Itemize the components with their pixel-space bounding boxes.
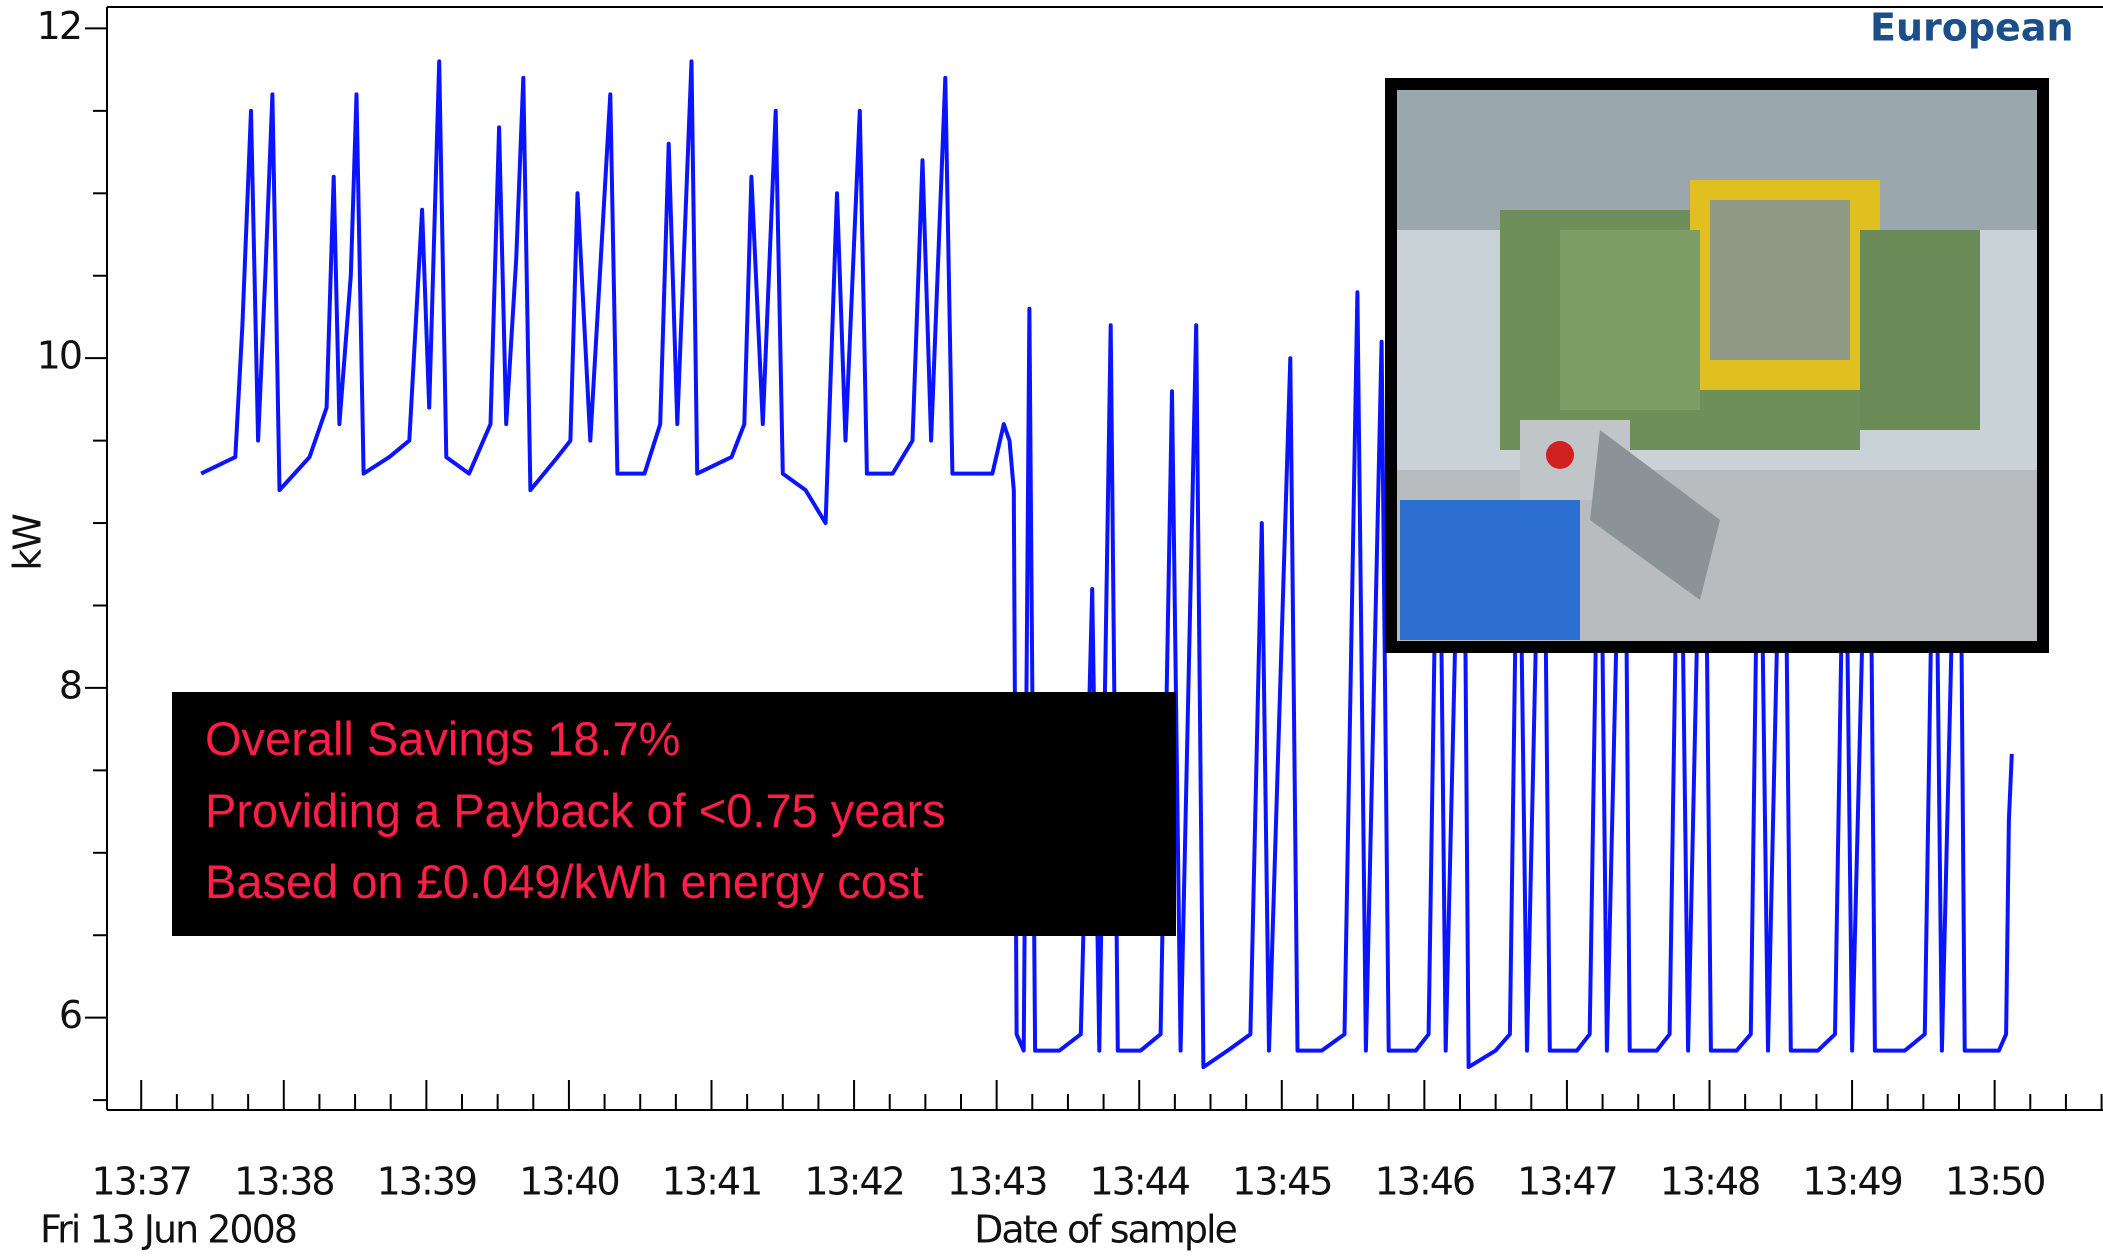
overlay: Overall Savings 18.7% Providing a Paybac… [6, 6, 2074, 1252]
x-tick-label: 13:42 [804, 1160, 904, 1204]
photo-machine-panel [1560, 230, 1700, 410]
x-tick-label: 13:39 [377, 1160, 477, 1204]
y-tick-label: 6 [59, 993, 81, 1037]
annotation-box: Overall Savings 18.7% Providing a Paybac… [172, 692, 1176, 936]
x-axis-title: Date of sample [974, 1208, 1236, 1252]
x-tick-label: 13:43 [947, 1160, 1047, 1204]
photo-machine-window [1710, 200, 1850, 360]
annotation-background [172, 692, 1176, 936]
photo-machine-side [1860, 230, 1980, 430]
x-tick-label: 13:41 [662, 1160, 762, 1204]
x-tick-label: 13:45 [1232, 1160, 1332, 1204]
photo-switch [1546, 441, 1574, 469]
annotation: Based on £0.049/kWh energy cost [205, 855, 924, 908]
y-axis-title: kW [6, 514, 50, 571]
date-label: Fri 13 Jun 2008 [40, 1208, 296, 1252]
x-tick-label: 13:40 [519, 1160, 619, 1204]
x-tick-label: 13:49 [1802, 1160, 1902, 1204]
photo-conveyor [1590, 430, 1720, 600]
photo-bin [1400, 500, 1580, 640]
x-tick-label: 13:46 [1375, 1160, 1475, 1204]
plot-marks: 6 8 10 12 13:37 13:38 13:39 13:40 13:41 13:42 13:4… [37, 4, 2103, 1204]
x-tick-label: 13:48 [1660, 1160, 1760, 1204]
annotation: Providing a Payback of <0.75 years [205, 784, 946, 837]
annotation: Overall Savings 18.7% [205, 712, 680, 765]
logo-text: European [1870, 6, 2074, 50]
x-tick-label: 13:44 [1089, 1160, 1189, 1204]
x-tick-label: 13:50 [1945, 1160, 2045, 1204]
photo-inset [1385, 78, 2049, 653]
x-tick-label: 13:38 [234, 1160, 334, 1204]
x-tick-label: 13:47 [1517, 1160, 1617, 1204]
y-tick-label: 8 [59, 663, 81, 707]
y-tick-label: 10 [37, 334, 81, 378]
x-tick-label: 13:37 [91, 1160, 191, 1204]
y-tick-label: 12 [37, 4, 81, 48]
